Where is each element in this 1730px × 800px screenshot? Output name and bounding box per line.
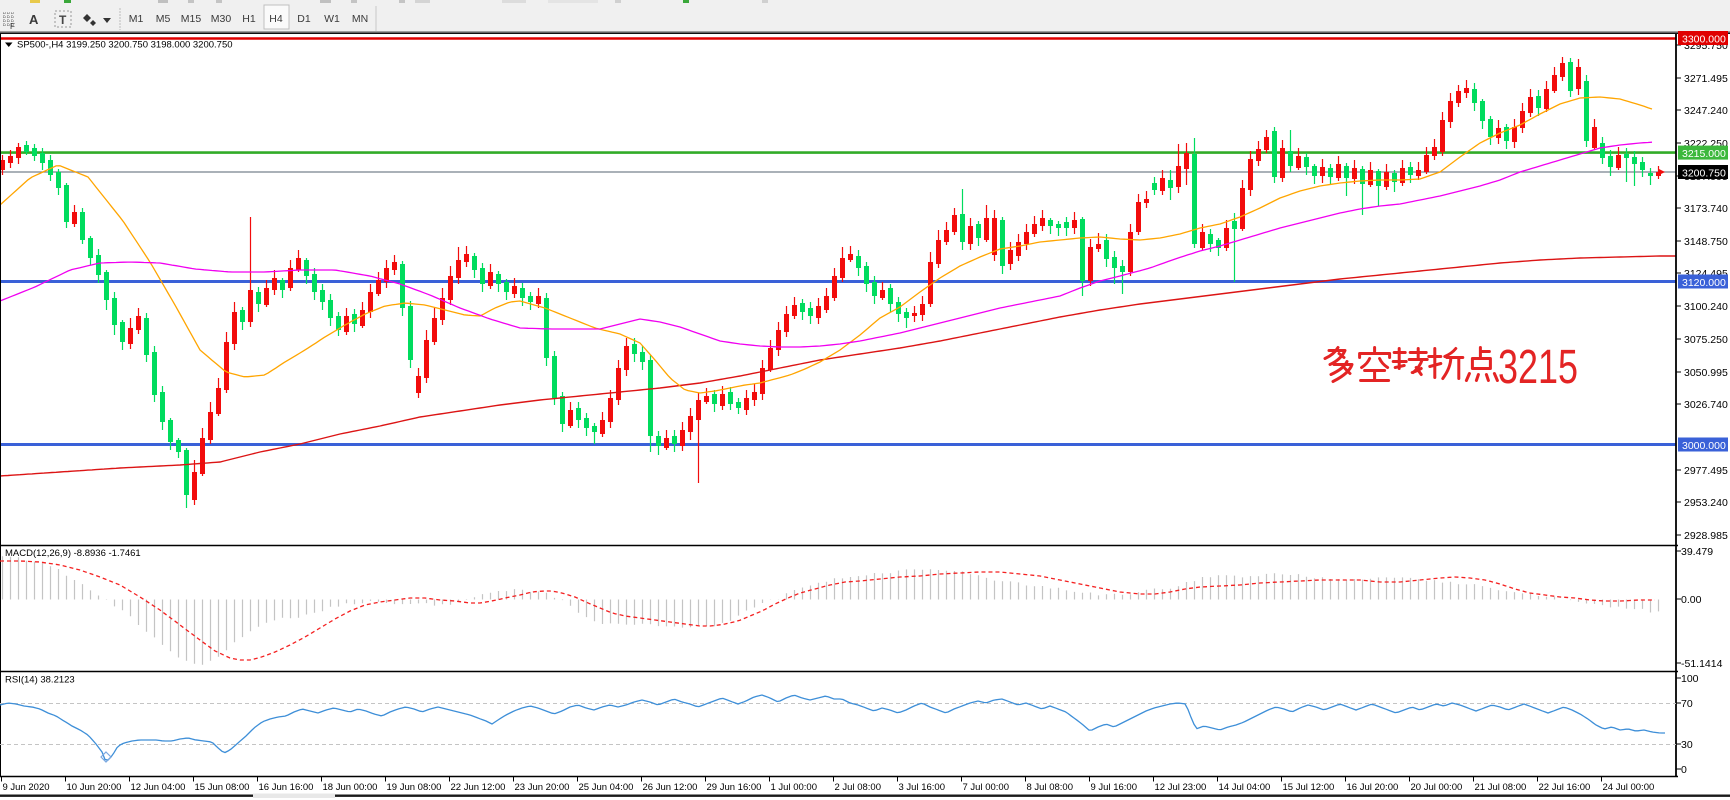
svg-text:0: 0	[1681, 764, 1687, 776]
svg-text:3000.000: 3000.000	[1682, 440, 1726, 452]
svg-text:H1: H1	[242, 13, 256, 25]
svg-text:16 Jun 16:00: 16 Jun 16:00	[259, 782, 314, 793]
svg-text:1 Jul 00:00: 1 Jul 00:00	[771, 782, 817, 793]
svg-text:2928.985: 2928.985	[1684, 530, 1728, 542]
svg-text:W1: W1	[324, 13, 340, 25]
svg-text:12 Jun 04:00: 12 Jun 04:00	[131, 782, 186, 793]
svg-text:M1: M1	[129, 13, 144, 25]
svg-text:3100.240: 3100.240	[1684, 301, 1728, 313]
svg-text:3271.495: 3271.495	[1684, 73, 1728, 85]
svg-text:22 Jul 16:00: 22 Jul 16:00	[1539, 782, 1591, 793]
svg-text:7 Jul 00:00: 7 Jul 00:00	[963, 782, 1009, 793]
svg-text:3026.740: 3026.740	[1684, 399, 1728, 411]
svg-text:25 Jun 04:00: 25 Jun 04:00	[579, 782, 634, 793]
svg-text:M30: M30	[211, 13, 232, 25]
svg-text:SP500-,H4 3199.250 3200.750 3: SP500-,H4 3199.250 3200.750 3198.000 320…	[17, 40, 233, 51]
svg-text:26 Jun 12:00: 26 Jun 12:00	[643, 782, 698, 793]
svg-text:15 Jun 08:00: 15 Jun 08:00	[195, 782, 250, 793]
svg-text:100: 100	[1681, 673, 1699, 685]
svg-text:F: F	[10, 22, 15, 31]
svg-text:30: 30	[1681, 739, 1693, 751]
svg-text:29 Jun 16:00: 29 Jun 16:00	[707, 782, 762, 793]
svg-text:22 Jun 12:00: 22 Jun 12:00	[451, 782, 506, 793]
svg-text:RSI(14) 38.2123: RSI(14) 38.2123	[5, 675, 75, 686]
svg-text:19 Jun 08:00: 19 Jun 08:00	[387, 782, 442, 793]
svg-text:9 Jul 16:00: 9 Jul 16:00	[1091, 782, 1137, 793]
svg-text:20 Jul 00:00: 20 Jul 00:00	[1411, 782, 1463, 793]
svg-text:3148.750: 3148.750	[1684, 236, 1728, 248]
svg-text:21 Jul 08:00: 21 Jul 08:00	[1475, 782, 1527, 793]
svg-text:3075.250: 3075.250	[1684, 334, 1728, 346]
svg-text:M5: M5	[156, 13, 171, 25]
svg-text:8 Jul 08:00: 8 Jul 08:00	[1027, 782, 1073, 793]
svg-text:70: 70	[1681, 698, 1693, 710]
svg-text:16 Jul 20:00: 16 Jul 20:00	[1347, 782, 1399, 793]
svg-text:M15: M15	[181, 13, 202, 25]
svg-text:3120.000: 3120.000	[1682, 277, 1726, 289]
svg-text:14 Jul 04:00: 14 Jul 04:00	[1219, 782, 1271, 793]
svg-text:15 Jul 12:00: 15 Jul 12:00	[1283, 782, 1335, 793]
svg-text:A: A	[29, 12, 39, 27]
svg-text:MN: MN	[352, 13, 368, 25]
svg-text:2953.240: 2953.240	[1684, 497, 1728, 509]
svg-text:18 Jun 00:00: 18 Jun 00:00	[323, 782, 378, 793]
svg-text:H4: H4	[269, 13, 283, 25]
svg-text:3215: 3215	[1498, 341, 1578, 394]
svg-text:2977.495: 2977.495	[1684, 465, 1728, 477]
svg-text:3200.750: 3200.750	[1682, 168, 1726, 180]
svg-text:24 Jul 00:00: 24 Jul 00:00	[1603, 782, 1655, 793]
svg-text:10 Jun 20:00: 10 Jun 20:00	[67, 782, 122, 793]
svg-text:0.00: 0.00	[1681, 594, 1702, 606]
svg-text:2 Jul 08:00: 2 Jul 08:00	[835, 782, 881, 793]
svg-text:-51.1414: -51.1414	[1681, 658, 1723, 670]
svg-text:39.479: 39.479	[1681, 546, 1713, 558]
svg-text:MACD(12,26,9) -8.8936 -1.7461: MACD(12,26,9) -8.8936 -1.7461	[5, 548, 141, 559]
svg-text:12 Jul 23:00: 12 Jul 23:00	[1155, 782, 1207, 793]
svg-text:9 Jun 2020: 9 Jun 2020	[3, 782, 50, 793]
svg-text:3300.000: 3300.000	[1682, 34, 1726, 46]
svg-text:3247.240: 3247.240	[1684, 105, 1728, 117]
svg-text:23 Jun 20:00: 23 Jun 20:00	[515, 782, 570, 793]
svg-text:3173.740: 3173.740	[1684, 203, 1728, 215]
svg-text:D1: D1	[297, 13, 311, 25]
svg-text:3215.000: 3215.000	[1682, 148, 1726, 160]
svg-text:T: T	[59, 13, 67, 27]
svg-text:3 Jul 16:00: 3 Jul 16:00	[899, 782, 945, 793]
svg-text:3050.995: 3050.995	[1684, 367, 1728, 379]
